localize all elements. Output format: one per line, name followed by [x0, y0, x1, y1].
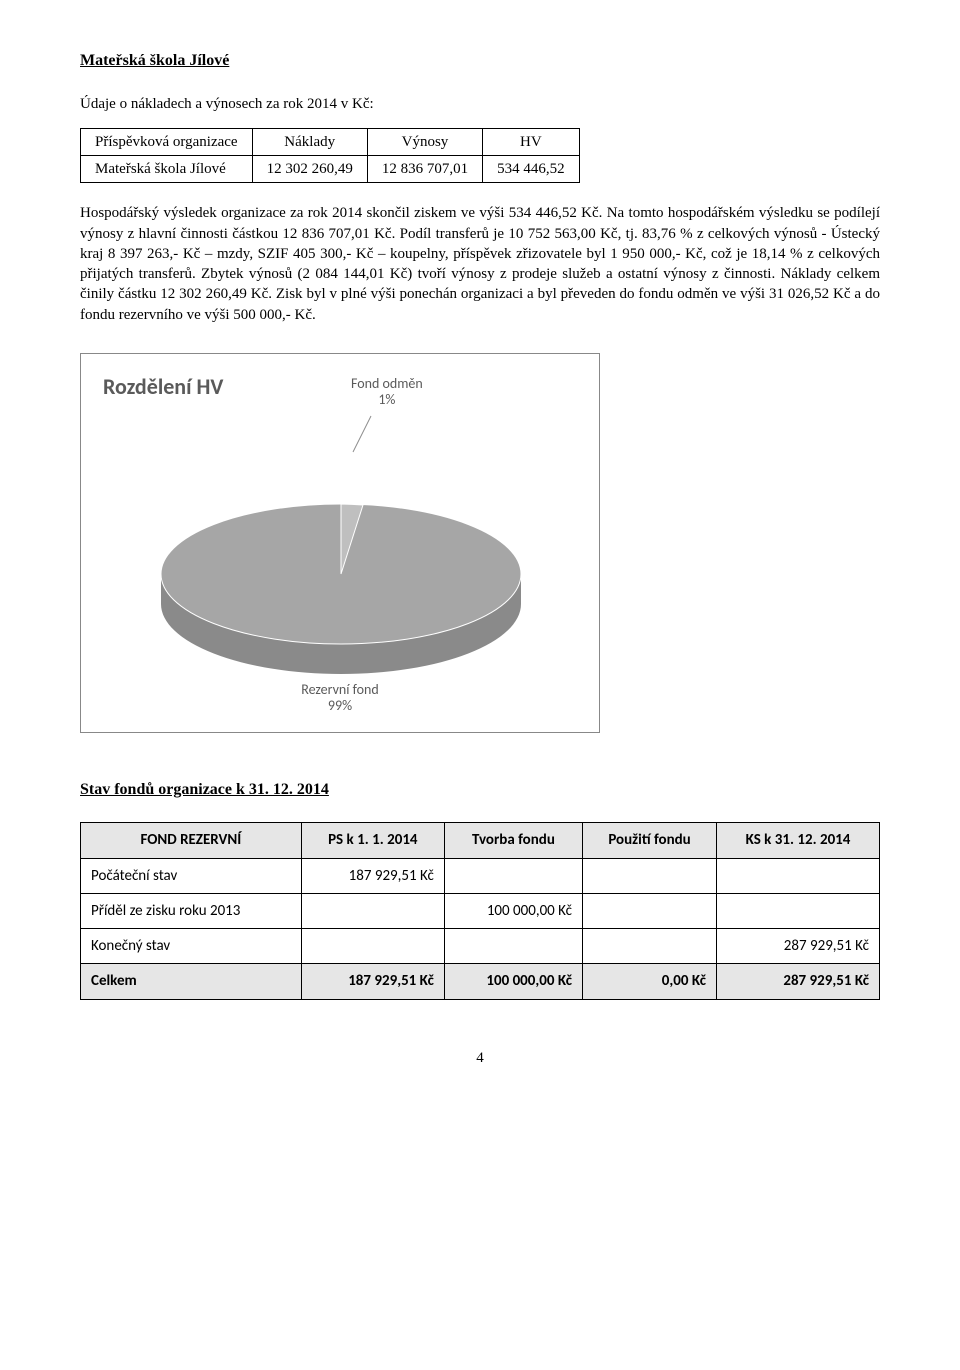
fth-0: FOND REZERVNÍ — [81, 823, 302, 858]
fund-row: Příděl ze zisku roku 2013 100 000,00 Kč — [81, 893, 880, 928]
th-revenues: Výnosy — [367, 128, 482, 155]
td-org-name: Mateřská škola Jílové — [81, 156, 253, 183]
th-costs: Náklady — [252, 128, 367, 155]
slice-label-0: Fond odměn — [351, 375, 423, 392]
chart-title: Rozdělení HV — [103, 372, 223, 402]
sub-heading: Údaje o nákladech a výnosech za rok 2014… — [80, 94, 880, 114]
slice-pct-0: 1% — [378, 391, 395, 408]
fth-4: KS k 31. 12. 2014 — [717, 823, 880, 858]
frt-c2: 100 000,00 Kč — [444, 964, 582, 999]
chart-label-rezervni: Rezervní fond 99% — [81, 682, 599, 714]
frt-c4: 287 929,51 Kč — [717, 964, 880, 999]
fr2-c4: 287 929,51 Kč — [717, 929, 880, 964]
th-hv: HV — [483, 128, 580, 155]
summary-paragraph: Hospodářský výsledek organizace za rok 2… — [80, 203, 880, 325]
frt-c1: 187 929,51 Kč — [301, 964, 444, 999]
fr2-c1 — [301, 929, 444, 964]
cost-revenue-table: Příspěvková organizace Náklady Výnosy HV… — [80, 128, 580, 184]
section-title-funds: Stav fondů organizace k 31. 12. 2014 — [80, 779, 880, 801]
fr2-c2 — [444, 929, 582, 964]
frt-label: Celkem — [81, 964, 302, 999]
fr0-c2 — [444, 858, 582, 893]
fr0-c3 — [583, 858, 717, 893]
fth-2: Tvorba fondu — [444, 823, 582, 858]
fr0-label: Počáteční stav — [81, 858, 302, 893]
fr2-label: Konečný stav — [81, 929, 302, 964]
td-costs: 12 302 260,49 — [252, 156, 367, 183]
fund-row-total: Celkem 187 929,51 Kč 100 000,00 Kč 0,00 … — [81, 964, 880, 999]
slice-label-1: Rezervní fond — [301, 681, 379, 698]
td-revenues: 12 836 707,01 — [367, 156, 482, 183]
fr1-c2: 100 000,00 Kč — [444, 893, 582, 928]
td-hv: 534 446,52 — [483, 156, 580, 183]
fr2-c3 — [583, 929, 717, 964]
fr0-c1: 187 929,51 Kč — [301, 858, 444, 893]
fr0-c4 — [717, 858, 880, 893]
pie-svg — [81, 354, 601, 734]
fund-row: Počáteční stav 187 929,51 Kč — [81, 858, 880, 893]
fr1-c4 — [717, 893, 880, 928]
section-title-school: Mateřská škola Jílové — [80, 50, 880, 72]
slice-pct-1: 99% — [328, 697, 352, 714]
th-org: Příspěvková organizace — [81, 128, 253, 155]
fund-row: Konečný stav 287 929,51 Kč — [81, 929, 880, 964]
fund-table: FOND REZERVNÍ PS k 1. 1. 2014 Tvorba fon… — [80, 822, 880, 999]
fr1-label: Příděl ze zisku roku 2013 — [81, 893, 302, 928]
chart-label-fond-odmen: Fond odměn 1% — [351, 376, 423, 408]
fth-3: Použití fondu — [583, 823, 717, 858]
fr1-c3 — [583, 893, 717, 928]
frt-c3: 0,00 Kč — [583, 964, 717, 999]
pie-chart: Rozdělení HV Fond odměn 1% Rezervní fond… — [80, 353, 600, 733]
fth-1: PS k 1. 1. 2014 — [301, 823, 444, 858]
fr1-c1 — [301, 893, 444, 928]
page-number: 4 — [80, 1048, 880, 1068]
